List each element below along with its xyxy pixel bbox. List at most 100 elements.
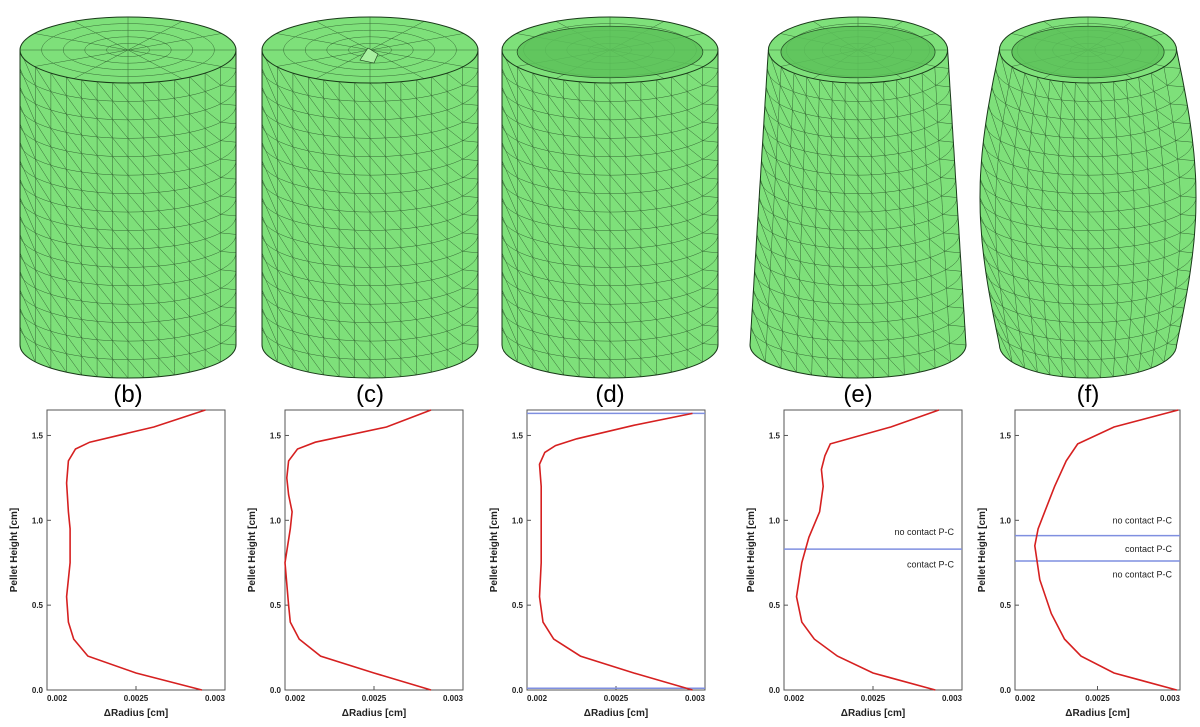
mesh-diagonal [898, 171, 914, 188]
mesh-diagonal [1072, 285, 1089, 305]
radius-profile-line [1033, 409, 1179, 691]
mesh-diagonal [35, 251, 52, 277]
mesh-diagonal [416, 116, 432, 133]
mesh-diagonal [1011, 66, 1023, 92]
mesh-diagonal [400, 302, 417, 320]
mesh-diagonal [1087, 248, 1104, 268]
mesh-diagonal [127, 340, 144, 360]
mesh-diagonal [886, 247, 902, 265]
mesh-diagonal [911, 150, 927, 166]
mesh-diagonal [143, 193, 160, 211]
mesh-diagonal [323, 79, 340, 101]
panel-label: (f) [1077, 381, 1100, 408]
mesh-diagonal [532, 331, 549, 354]
mesh-diagonal [1102, 174, 1119, 193]
mesh-diagonal [50, 275, 67, 299]
mesh-diagonal [204, 294, 221, 307]
mesh-diagonal [578, 136, 595, 157]
mesh-diagonal [174, 134, 190, 151]
mesh-diagonal [446, 294, 463, 307]
mesh-diagonal [323, 171, 340, 193]
mesh-diagonal [261, 123, 278, 160]
mesh-diagonal [1021, 349, 1038, 373]
mesh-diagonal [431, 261, 448, 277]
mesh-diagonal [292, 312, 309, 336]
mesh-diagonal [871, 156, 886, 174]
mesh-diagonal [1103, 230, 1119, 248]
mesh-diagonal [929, 238, 945, 252]
mesh-diagonal [702, 158, 719, 161]
mesh-diagonal [942, 214, 959, 217]
mesh-diagonal [857, 101, 872, 120]
mesh-diagonal [385, 193, 402, 211]
mesh-diagonal [1032, 113, 1046, 136]
mesh-diagonal [127, 285, 144, 305]
mesh-diagonal [446, 202, 463, 215]
mesh-diagonal [1163, 183, 1181, 197]
mesh-diagonal [323, 264, 340, 285]
mesh-diagonal [1140, 353, 1152, 369]
plot-1: 0.002 0.0025 0.003 0.0 0.5 1.0 1.5 ΔRadius [cm]… [9, 409, 226, 719]
mesh-diagonal [625, 193, 642, 211]
mesh-diagonal [656, 337, 672, 354]
mesh-diagonal [1010, 202, 1027, 225]
mesh-diagonal [416, 171, 432, 188]
mesh-diagonal [1005, 324, 1023, 350]
mesh-diagonal [844, 137, 859, 157]
mesh-diagonal [292, 183, 309, 207]
radius-profile-line [65, 409, 206, 691]
mesh-diagonal [1026, 224, 1043, 246]
mesh-diagonal [400, 228, 417, 246]
mesh-diagonal [50, 146, 67, 170]
mesh-diagonal [400, 210, 417, 228]
contact-region-label: contact P-C [1125, 544, 1173, 554]
mesh-diagonal [1029, 150, 1044, 173]
mesh-diagonal [308, 279, 324, 302]
mesh-diagonal [1057, 247, 1073, 268]
mesh-diagonal [323, 98, 340, 119]
mesh-diagonal [189, 242, 206, 258]
mesh-diagonal [66, 132, 82, 154]
mesh-diagonal [385, 119, 402, 138]
mesh-diagonal [686, 165, 703, 178]
mesh-diagonal [930, 257, 946, 270]
mesh-diagonal [938, 140, 954, 143]
mesh-diagonal [1010, 238, 1028, 262]
cap-spoke [73, 49, 129, 79]
mesh-diagonal [1102, 285, 1118, 304]
mesh-diagonal [1101, 100, 1116, 119]
mesh-diagonal [277, 306, 294, 332]
mesh-diagonal [1133, 245, 1150, 262]
mesh-diagonal [766, 68, 780, 104]
mesh-diagonal [671, 113, 688, 129]
mesh-diagonal [671, 335, 688, 350]
mesh-diagonal [385, 285, 402, 304]
mesh-diagonal [96, 173, 113, 194]
mesh-diagonal [843, 285, 859, 305]
mesh-diagonal [578, 284, 595, 305]
mesh-diagonal [308, 335, 324, 357]
mesh-diagonal [323, 227, 340, 248]
mesh-diagonal [174, 282, 190, 299]
pellet-dish [1011, 25, 1165, 79]
mesh-diagonal [548, 95, 564, 117]
mesh-diagonal [385, 137, 402, 156]
mesh-diagonal [174, 245, 190, 262]
mesh-diagonal [686, 202, 703, 215]
mesh-diagonal [354, 174, 371, 194]
mesh-diagonal [884, 155, 900, 173]
mesh-diagonal [19, 68, 36, 104]
mesh-diagonal [792, 91, 806, 115]
mesh-diagonal [446, 72, 463, 86]
mesh-diagonal [1011, 257, 1029, 281]
mesh-diagonal [843, 303, 859, 323]
mesh-diagonal [19, 142, 36, 178]
mesh-diagonal [831, 99, 846, 120]
mesh-diagonal [261, 160, 278, 197]
mesh-diagonal [1045, 134, 1060, 156]
mesh-diagonal [755, 252, 770, 289]
mesh-diagonal [369, 304, 386, 323]
y-tick-label: 0.5 [769, 601, 781, 610]
mesh-diagonal [338, 302, 355, 323]
mesh-diagonal [517, 66, 534, 92]
